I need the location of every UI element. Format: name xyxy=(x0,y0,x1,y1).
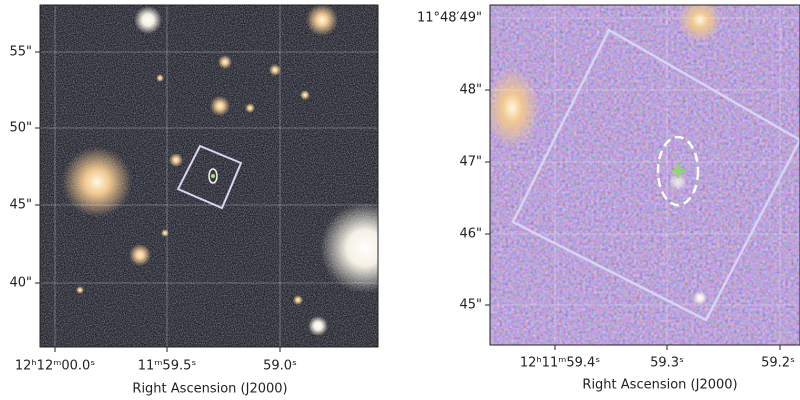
y-tick-label: 50" xyxy=(9,121,32,136)
left-image xyxy=(40,5,378,347)
x-tick-label: 59.0ˢ xyxy=(263,359,297,374)
x-tick-label: 59.3ˢ xyxy=(650,356,684,371)
y-tick-label: 11°48′49" xyxy=(417,11,482,26)
y-tick-label: 47" xyxy=(459,155,482,170)
y-tick-label: 40" xyxy=(9,276,32,291)
x-tick-label: 59.2ˢ xyxy=(761,356,795,371)
x-axis-label: Right Ascension (J2000) xyxy=(582,378,737,393)
right-image xyxy=(490,5,800,345)
y-tick-label: 55" xyxy=(9,45,32,60)
aperture-box xyxy=(511,28,800,322)
y-tick-label: 45" xyxy=(9,198,32,213)
x-tick-label: 11ᵐ59.5ˢ xyxy=(138,359,197,374)
y-tick-label: 45" xyxy=(459,298,482,313)
y-tick-label: 46" xyxy=(459,227,482,242)
aperture-box xyxy=(176,144,243,210)
x-axis-label: Right Ascension (J2000) xyxy=(132,382,287,397)
x-tick-label: 12ʰ11ᵐ59.4ˢ xyxy=(520,356,600,371)
source-ellipse xyxy=(208,168,218,184)
right-frame xyxy=(489,4,800,346)
left-frame xyxy=(39,4,379,348)
source-marker xyxy=(671,164,685,178)
source-ellipse xyxy=(656,135,700,207)
x-tick-label: 12ʰ12ᵐ00.0ˢ xyxy=(15,359,95,374)
y-tick-label: 48" xyxy=(459,83,482,98)
